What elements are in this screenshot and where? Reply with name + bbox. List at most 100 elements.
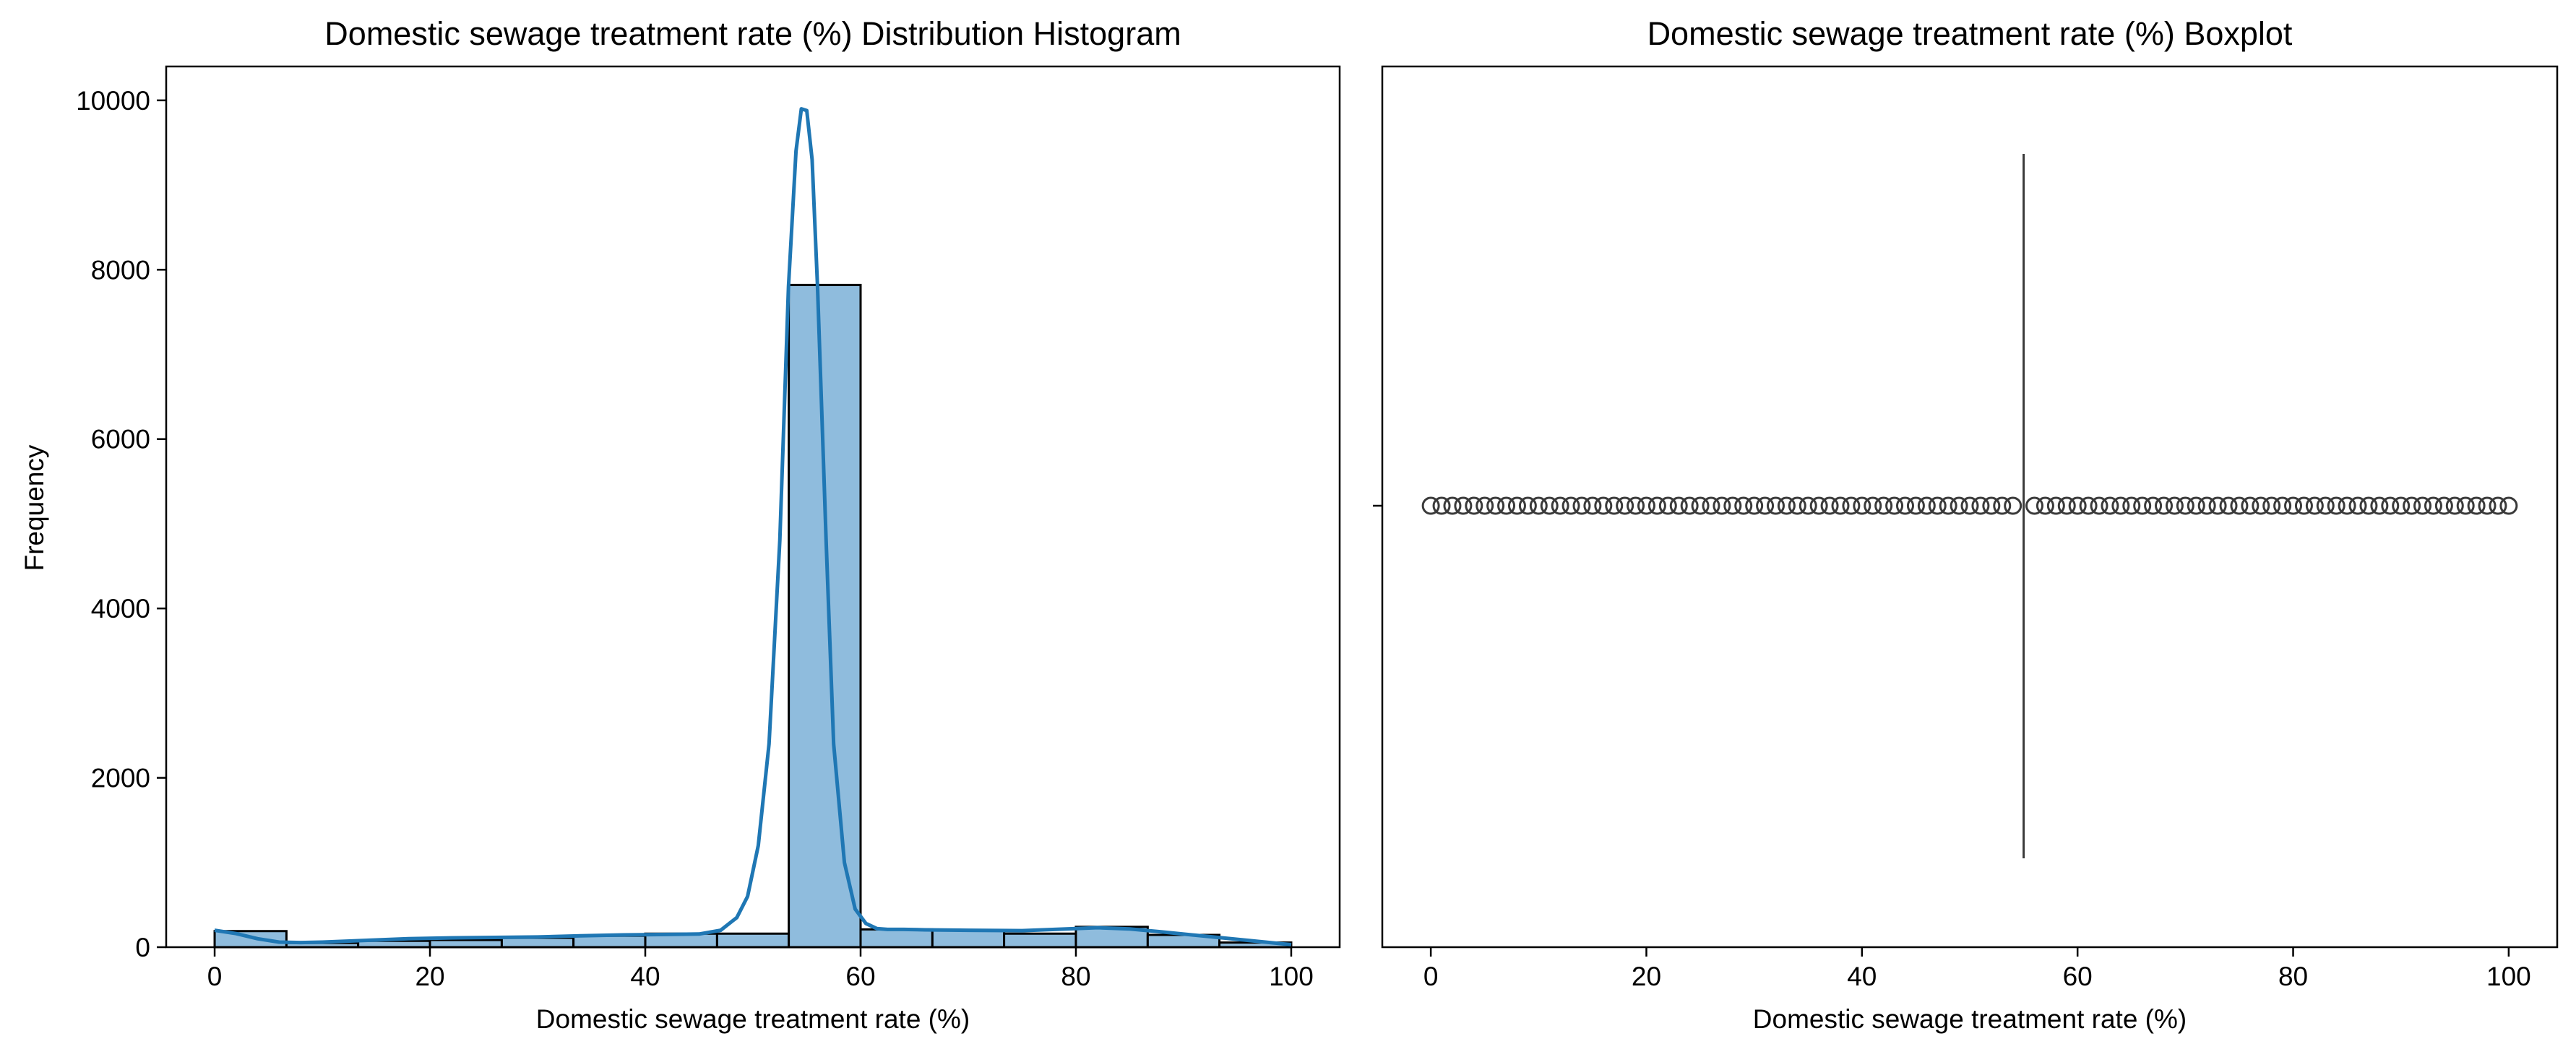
- histogram-bar: [1003, 932, 1077, 949]
- y-tick-label: 8000: [91, 255, 150, 285]
- outlier-point: [1885, 496, 1904, 515]
- outlier-point: [1993, 496, 2012, 515]
- histogram-bar: [500, 936, 575, 949]
- outlier-point: [2111, 496, 2130, 515]
- x-tick-label: 60: [2063, 962, 2093, 991]
- outlier-point: [1906, 496, 1925, 515]
- outlier-point: [2499, 496, 2518, 515]
- outlier-point: [1702, 496, 1720, 515]
- outlier-point: [2359, 496, 2378, 515]
- x-tick-label: 40: [1847, 962, 1877, 991]
- outlier-point: [2187, 496, 2205, 515]
- outlier-point: [2262, 496, 2281, 515]
- outlier-point: [1864, 496, 1882, 515]
- outlier-point: [2273, 496, 2292, 515]
- outlier-point: [2294, 496, 2313, 515]
- boxplot-frame: [1381, 65, 2559, 949]
- outlier-point: [1799, 496, 1817, 515]
- outlier-point: [1647, 496, 1666, 515]
- outlier-point: [1734, 496, 1753, 515]
- outlier-point: [1561, 496, 1580, 515]
- outlier-point: [1680, 496, 1699, 515]
- outlier-point: [2381, 496, 2400, 515]
- outlier-point: [1540, 496, 1559, 515]
- histogram-bar: [788, 283, 862, 949]
- outlier-point: [2176, 496, 2194, 515]
- x-tick-label: 20: [415, 962, 444, 991]
- outlier-point: [2370, 496, 2389, 515]
- histogram-x-ticks: 0 20 40 60 80 100: [207, 947, 1314, 991]
- histogram-title: Domestic sewage treatment rate (%) Distr…: [324, 15, 1181, 52]
- outlier-point: [1616, 496, 1634, 515]
- outlier-point: [2090, 496, 2108, 515]
- outlier-point: [1594, 496, 1613, 515]
- outlier-point: [2316, 496, 2335, 515]
- histogram-bar: [931, 929, 1006, 949]
- histogram-frame: [165, 65, 1341, 949]
- outlier-point: [1583, 496, 1602, 515]
- outlier-point: [1669, 496, 1688, 515]
- outlier-point: [2004, 496, 2023, 515]
- outlier-point: [2434, 496, 2453, 515]
- outlier-point: [2241, 496, 2260, 515]
- outlier-point: [1950, 496, 1968, 515]
- x-tick-label: 60: [845, 962, 875, 991]
- outlier-point: [1529, 496, 1548, 515]
- outlier-point: [1432, 496, 1451, 515]
- outlier-point: [1895, 496, 1914, 515]
- outlier-point: [2392, 496, 2411, 515]
- outlier-point: [1842, 496, 1861, 515]
- outlier-point: [2230, 496, 2249, 515]
- outlier-point: [2057, 496, 2076, 515]
- outlier-point: [1454, 496, 1473, 515]
- x-tick-label: 0: [1423, 962, 1439, 991]
- x-tick-label: 40: [630, 962, 660, 991]
- outlier-point: [1745, 496, 1764, 515]
- outlier-point: [2046, 496, 2065, 515]
- outlier-point: [1928, 496, 1947, 515]
- outlier-point: [1551, 496, 1569, 515]
- y-tick-label: 0: [135, 933, 150, 962]
- histogram-bar: [859, 928, 934, 949]
- outlier-point: [1605, 496, 1624, 515]
- histogram-bar: [428, 939, 503, 949]
- x-tick-label: 100: [2486, 962, 2531, 991]
- outlier-point: [2478, 496, 2497, 515]
- outlier-point: [1874, 496, 1893, 515]
- outlier-point: [2208, 496, 2227, 515]
- outlier-point: [1853, 496, 1871, 515]
- histogram-y-axis-label: Frequency: [20, 444, 49, 571]
- outlier-point: [2025, 496, 2044, 515]
- outlier-point: [1809, 496, 1828, 515]
- outlier-point: [1766, 496, 1785, 515]
- outlier-point: [2068, 496, 2087, 515]
- outlier-point: [1831, 496, 1850, 515]
- outlier-point: [2467, 496, 2486, 515]
- y-tick-label: 6000: [91, 425, 150, 454]
- outlier-point: [2079, 496, 2098, 515]
- outlier-point: [1777, 496, 1796, 515]
- outlier-point: [1691, 496, 1710, 515]
- boxplot-title: Domestic sewage treatment rate (%) Boxpl…: [1647, 15, 2293, 52]
- outlier-point: [1917, 496, 1936, 515]
- x-tick-label: 80: [2278, 962, 2308, 991]
- outlier-point: [2403, 496, 2421, 515]
- outlier-point: [2219, 496, 2238, 515]
- outlier-point: [1627, 496, 1645, 515]
- outlier-point: [2133, 496, 2152, 515]
- outlier-point: [1820, 496, 1839, 515]
- outlier-point: [2413, 496, 2432, 515]
- outlier-point: [1476, 496, 1494, 515]
- outlier-point: [1939, 496, 1957, 515]
- x-tick-label: 100: [1269, 962, 1314, 991]
- outlier-point: [1486, 496, 1505, 515]
- histogram-x-axis-label: Domestic sewage treatment rate (%): [536, 1004, 970, 1034]
- x-tick-label: 20: [1632, 962, 1661, 991]
- histogram-panel: Domestic sewage treatment rate (%) Distr…: [20, 15, 1341, 1034]
- outlier-point: [1443, 496, 1462, 515]
- outlier-point: [1723, 496, 1742, 515]
- outlier-point: [2144, 496, 2163, 515]
- boxplot-outliers: [1421, 496, 2518, 515]
- outlier-point: [1637, 496, 1655, 515]
